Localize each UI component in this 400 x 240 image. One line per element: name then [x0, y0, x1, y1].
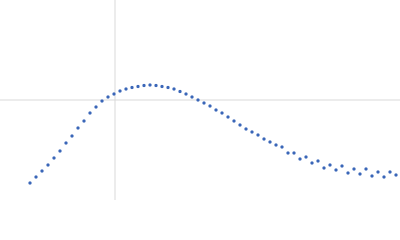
point: [268, 140, 272, 144]
point: [298, 157, 302, 161]
point: [232, 119, 236, 123]
point: [124, 87, 128, 91]
point: [178, 89, 182, 94]
point: [370, 174, 374, 178]
point: [328, 163, 332, 167]
point: [34, 175, 38, 179]
point: [136, 84, 140, 89]
point: [202, 101, 206, 105]
point: [28, 181, 32, 185]
point: [244, 127, 248, 131]
point: [52, 156, 56, 160]
point: [160, 84, 164, 89]
point: [184, 92, 188, 96]
point: [64, 141, 68, 145]
point: [58, 149, 62, 153]
point: [304, 155, 308, 159]
point: [376, 170, 380, 174]
point: [166, 85, 170, 90]
point: [100, 99, 104, 103]
point: [76, 126, 80, 130]
point: [340, 164, 344, 168]
point: [364, 167, 368, 171]
point: [358, 172, 362, 176]
point: [106, 95, 110, 99]
point: [250, 130, 254, 134]
point: [388, 170, 392, 174]
point: [394, 173, 398, 177]
point: [346, 171, 350, 175]
point: [142, 83, 146, 88]
point: [82, 119, 86, 123]
point: [172, 87, 176, 91]
point: [40, 169, 44, 173]
point: [118, 89, 122, 93]
point: [262, 137, 266, 141]
point: [190, 95, 194, 99]
point: [88, 111, 92, 115]
point: [196, 98, 200, 102]
point: [130, 85, 134, 90]
point: [220, 111, 224, 115]
point: [70, 134, 74, 138]
point: [226, 115, 230, 119]
point: [322, 166, 326, 170]
point: [154, 83, 158, 88]
point: [334, 168, 338, 172]
point: [292, 151, 296, 155]
chart: [0, 0, 400, 200]
point: [94, 105, 98, 109]
point: [148, 83, 152, 87]
point: [352, 167, 356, 171]
point: [280, 145, 284, 149]
point: [286, 151, 290, 155]
point: [238, 123, 242, 127]
point: [316, 159, 320, 163]
point: [274, 143, 278, 147]
point: [208, 104, 212, 108]
point: [310, 161, 314, 165]
point: [214, 108, 218, 112]
point: [46, 163, 50, 167]
point: [256, 133, 260, 137]
point: [112, 92, 116, 96]
point: [382, 175, 386, 179]
